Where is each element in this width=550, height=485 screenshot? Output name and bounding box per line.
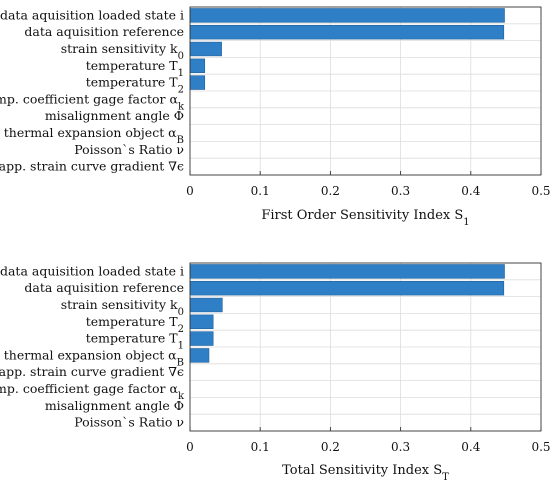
category-label: data aquisition loaded state i xyxy=(0,263,184,278)
bar xyxy=(189,348,210,363)
category-label: data aquisition reference xyxy=(24,24,184,39)
bar xyxy=(189,75,206,90)
x-tick-label: 0.1 xyxy=(251,184,270,198)
x-tick-label: 0 xyxy=(186,440,194,454)
x-tick-label: 0.3 xyxy=(391,184,410,198)
x-tick-label: 0 xyxy=(186,184,194,198)
category-label: app. strain curve gradient ∇ϵ xyxy=(0,159,184,174)
category-label: temperature T1 xyxy=(86,331,184,352)
x-tick-label: 0.2 xyxy=(321,184,340,198)
category-label: Poisson`s Ratio ν xyxy=(74,142,184,157)
x-tick-label: 0.3 xyxy=(391,440,410,454)
category-label: misalignment angle Φ xyxy=(45,398,184,413)
category-label: data aquisition reference xyxy=(24,280,184,295)
bar xyxy=(189,25,505,40)
category-label: temp. coefficient gage factor αk xyxy=(0,381,185,402)
category-label: thermal expansion object αB xyxy=(4,347,184,368)
category-label: data aquisition loaded state i xyxy=(0,7,184,22)
x-tick-label: 0.5 xyxy=(531,184,550,198)
category-label: Poisson`s Ratio ν xyxy=(74,415,184,430)
category-label: misalignment angle Φ xyxy=(45,108,184,123)
category-label: thermal expansion object αB xyxy=(4,125,184,146)
bar xyxy=(189,8,505,23)
bar xyxy=(189,264,505,279)
category-label: strain sensitivity k0 xyxy=(61,297,184,318)
axes-frame xyxy=(189,6,542,176)
bar xyxy=(189,41,222,57)
x-tick-label: 0.5 xyxy=(531,440,550,454)
category-label: temperature T2 xyxy=(86,75,184,96)
axes-frame xyxy=(189,262,542,432)
x-tick-label: 0.2 xyxy=(321,440,340,454)
bar xyxy=(189,331,214,346)
bar xyxy=(189,58,206,73)
bar xyxy=(189,297,223,313)
first-order-sensitivity-chart: data aquisition loaded state i data aquis… xyxy=(0,6,550,228)
bar xyxy=(189,314,214,329)
x-tick-label: 0.1 xyxy=(251,440,270,454)
x-tick-label: 0.4 xyxy=(461,184,480,198)
x-axis-label: Total Sensitivity Index ST xyxy=(282,463,449,483)
x-tick-label: 0.4 xyxy=(461,440,480,454)
category-label: temperature T1 xyxy=(86,58,184,79)
x-axis-label: First Order Sensitivity Index S1 xyxy=(261,208,469,228)
category-label: strain sensitivity k0 xyxy=(61,41,184,62)
category-label: app. strain curve gradient ∇ϵ xyxy=(0,364,184,379)
total-sensitivity-chart: data aquisition loaded state i data aquis… xyxy=(0,262,550,483)
bar xyxy=(189,281,505,296)
category-label: temp. coefficient gage factor αk xyxy=(0,91,185,112)
category-label: temperature T2 xyxy=(86,314,184,335)
